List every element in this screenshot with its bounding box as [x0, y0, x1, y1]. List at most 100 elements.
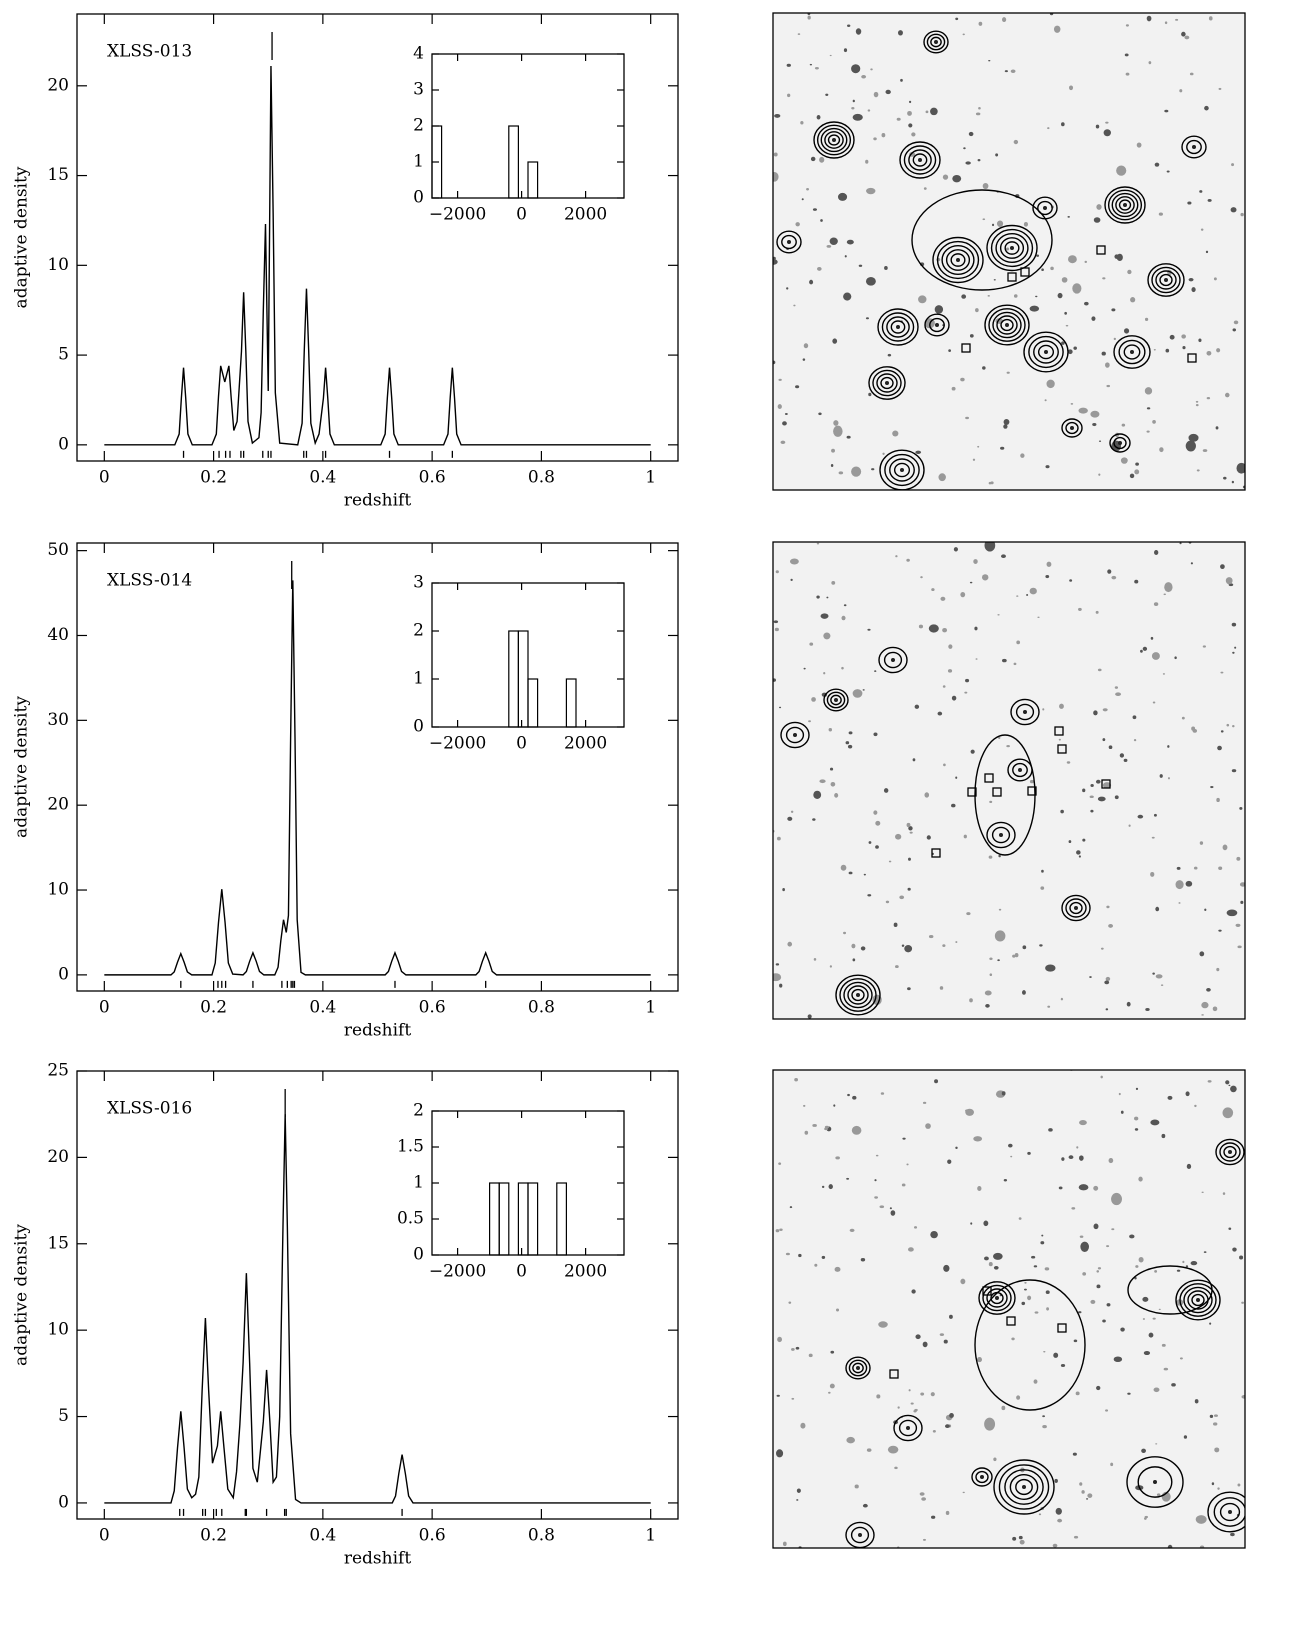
source: [931, 1515, 936, 1519]
contour: [1061, 418, 1083, 438]
source: [1102, 277, 1106, 280]
source: [1042, 708, 1045, 711]
x-tick-label: 2000: [564, 734, 607, 754]
source: [975, 658, 978, 660]
source: [1029, 779, 1034, 784]
source: [1213, 1422, 1218, 1426]
source: [889, 1207, 892, 1210]
y-axis-label: adaptive density: [12, 696, 32, 838]
source: [1052, 1543, 1058, 1548]
source: [1207, 1080, 1212, 1083]
source: [1144, 1517, 1147, 1520]
cluster-label: XLSS-014: [107, 571, 192, 591]
source: [891, 658, 895, 662]
source: [993, 1252, 1003, 1260]
source: [925, 110, 929, 114]
contour: [893, 1414, 923, 1442]
sky-image: [773, 1070, 1245, 1548]
source: [1071, 1207, 1076, 1210]
source: [947, 1159, 952, 1164]
source: [773, 258, 778, 265]
source: [852, 958, 856, 962]
source: [973, 559, 978, 564]
source: [1142, 646, 1148, 651]
contour: [851, 988, 865, 1002]
y-tick-label: 5: [58, 345, 69, 365]
source: [955, 1146, 958, 1150]
source: [1182, 346, 1186, 350]
source: [924, 792, 930, 798]
contour: [785, 726, 805, 744]
contour: [1219, 1502, 1241, 1522]
source: [1066, 761, 1071, 764]
source: [1086, 1498, 1089, 1500]
source: [906, 822, 911, 828]
x-tick-label: 0.6: [419, 1526, 446, 1546]
source: [837, 192, 848, 201]
source: [1103, 129, 1111, 137]
source: [922, 1341, 928, 1348]
source: [1100, 1075, 1103, 1079]
source: [1067, 215, 1070, 218]
source: [785, 1252, 790, 1256]
source: [858, 1533, 862, 1537]
source: [779, 983, 783, 988]
source: [920, 1392, 925, 1396]
source: [1105, 1008, 1109, 1011]
source: [895, 965, 899, 969]
source: [1073, 1339, 1078, 1343]
contour: [1028, 335, 1064, 369]
source: [1024, 1281, 1027, 1284]
y-tick-label: 5: [58, 1406, 69, 1426]
source: [1111, 308, 1116, 312]
contour: [1012, 762, 1028, 778]
y-tick-label: 1: [413, 152, 424, 172]
source: [1069, 85, 1074, 91]
contour: [1023, 331, 1069, 373]
source: [1230, 1085, 1237, 1093]
histogram-bar: [556, 1182, 567, 1256]
source: [1123, 203, 1127, 207]
contour: [1015, 703, 1035, 721]
source: [1093, 1185, 1099, 1191]
source: [788, 1301, 792, 1304]
contour: [1186, 139, 1202, 155]
cluster-label: XLSS-013: [107, 42, 192, 62]
source: [834, 1266, 841, 1272]
source: [1204, 908, 1207, 912]
source: [883, 788, 889, 793]
source: [1101, 351, 1106, 356]
source: [1179, 542, 1182, 545]
histogram-bar: [508, 630, 519, 728]
source: [1142, 1318, 1146, 1320]
source: [988, 60, 991, 62]
source: [794, 1078, 798, 1082]
source: [1068, 840, 1072, 844]
source: [1061, 341, 1065, 345]
source: [1018, 768, 1022, 772]
source: [1124, 53, 1129, 57]
source: [1220, 564, 1225, 570]
source: [1076, 1146, 1079, 1149]
source: [1005, 247, 1010, 251]
source: [1114, 795, 1119, 800]
source: [1152, 1317, 1156, 1320]
source: [955, 776, 958, 779]
source: [1228, 1510, 1232, 1514]
source: [1047, 127, 1050, 130]
y-tick-label: 1: [413, 669, 424, 689]
source: [1205, 250, 1209, 254]
source: [1102, 1319, 1106, 1323]
source: [1098, 473, 1101, 476]
source: [895, 555, 898, 558]
y-tick-label: 2: [413, 116, 424, 136]
source: [1004, 70, 1008, 73]
source: [1074, 906, 1078, 910]
source: [878, 1321, 888, 1328]
source: [907, 110, 912, 116]
source: [1013, 294, 1018, 298]
source: [1090, 1299, 1096, 1304]
source: [829, 1383, 835, 1389]
y-tick-label: 10: [47, 255, 69, 275]
